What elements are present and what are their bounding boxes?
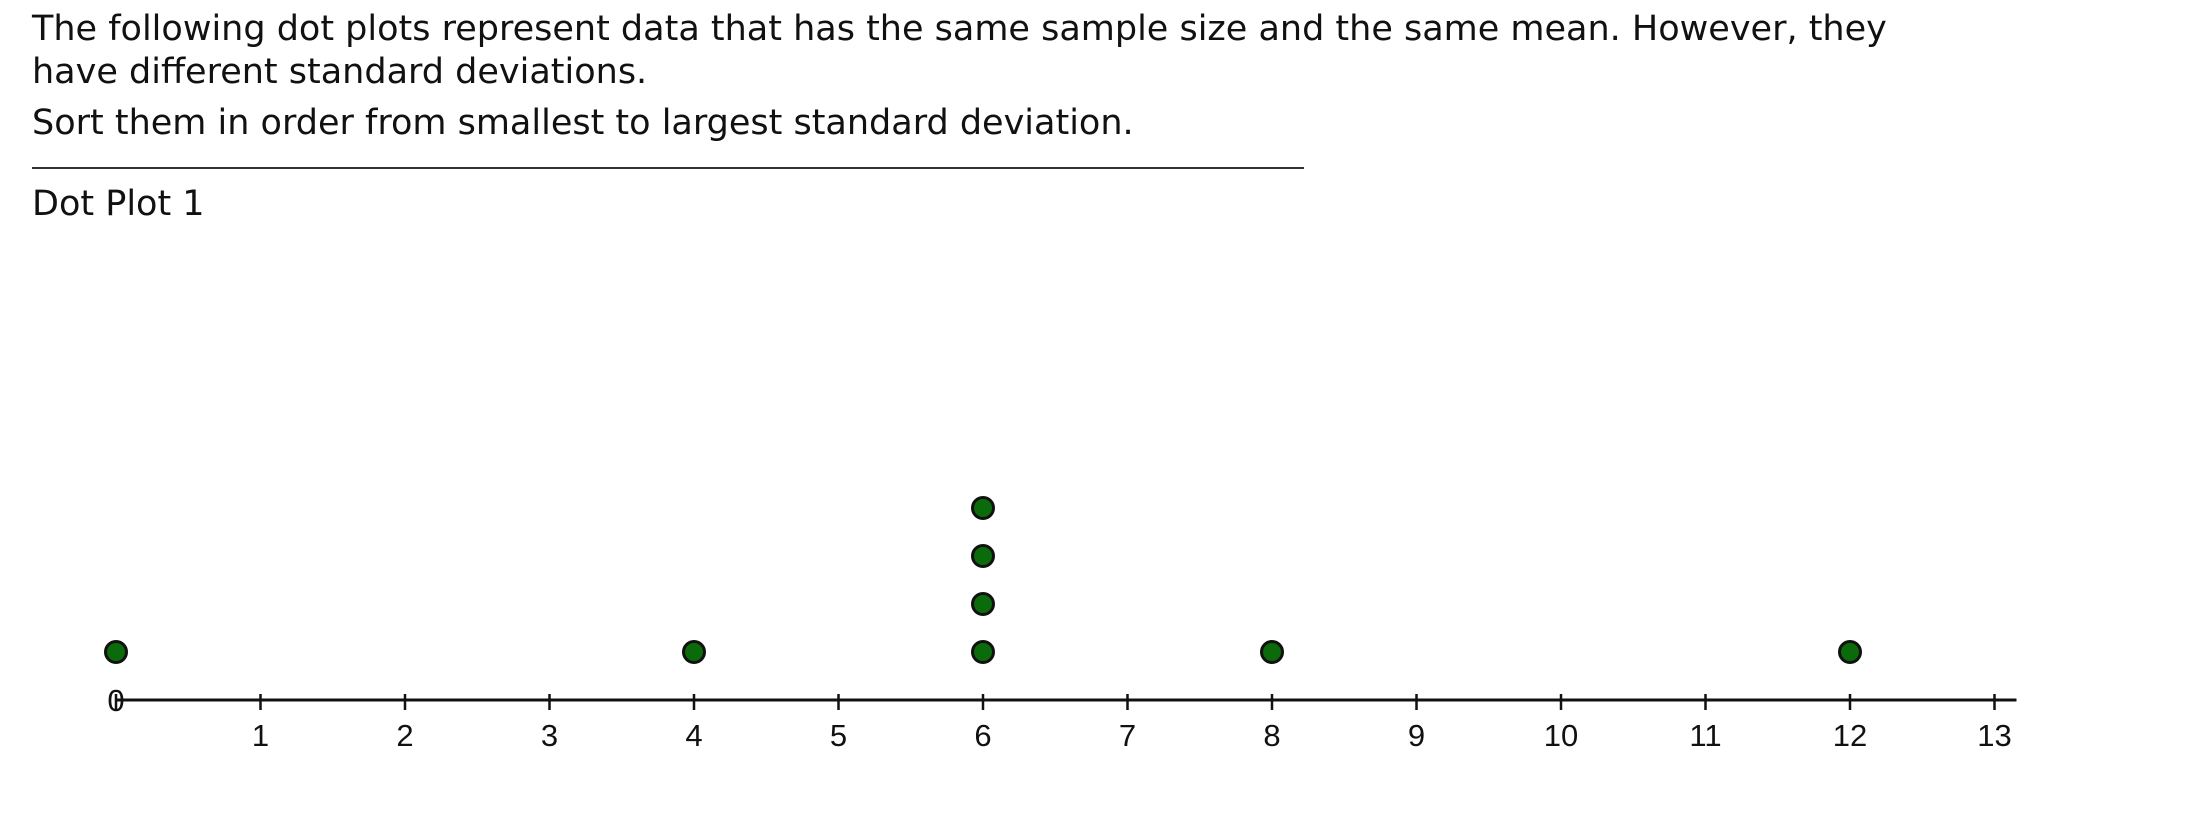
x-tick-label-8: 8 — [1263, 718, 1280, 753]
question-container: The following dot plots represent data t… — [32, 8, 2132, 226]
data-dot-x6-3 — [971, 544, 995, 568]
data-dot-x6-2 — [971, 592, 995, 616]
x-axis-ticks — [114, 694, 1996, 710]
x-tick-label-12: 12 — [1833, 718, 1867, 753]
x-tick-label-4: 4 — [685, 718, 702, 753]
x-tick-label-7: 7 — [1119, 718, 1136, 753]
question-intro: The following dot plots represent data t… — [32, 9, 1887, 92]
question-instruction: Sort them in order from smallest to larg… — [32, 103, 1134, 143]
dot-plot-dots — [104, 496, 1862, 664]
data-dot-x12-1 — [1838, 640, 1862, 664]
data-dot-x6-1 — [971, 640, 995, 664]
x-tick-label-10: 10 — [1544, 718, 1578, 753]
data-dot-x6-4 — [971, 496, 995, 520]
data-dot-x8-1 — [1260, 640, 1284, 664]
x-tick-label-13: 13 — [1977, 718, 2011, 753]
x-tick-label-6: 6 — [974, 718, 991, 753]
data-dot-x4-1 — [682, 640, 706, 664]
x-tick-label-11: 11 — [1689, 718, 1721, 753]
data-dot-x0-1 — [104, 640, 128, 664]
x-tick-label-5: 5 — [830, 718, 847, 753]
x-tick-label-3: 3 — [541, 718, 558, 753]
x-tick-label-9: 9 — [1408, 718, 1425, 753]
x-tick-label-0: 0 — [107, 683, 124, 718]
x-tick-label-2: 2 — [396, 718, 413, 753]
divider-line — [32, 167, 1304, 169]
x-axis-tick-labels: 01 2 3 4 5 6 7 8 9 10 11 12 13 — [107, 683, 2011, 753]
plot-title: Dot Plot 1 — [32, 184, 205, 224]
x-tick-label-1: 1 — [252, 718, 269, 753]
